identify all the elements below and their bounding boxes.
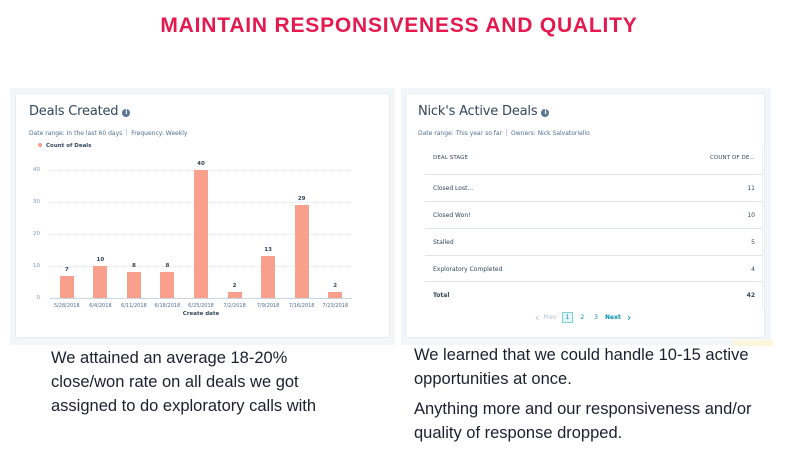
chart-legend[interactable]: Count of Deals	[38, 143, 91, 149]
caption-right-text-2: Anything more and our responsiveness and…	[414, 400, 752, 442]
bar-value-label: 8	[131, 263, 136, 270]
x-axis-tick-label: 7/2/2018	[223, 303, 246, 309]
deal-stage-table: DEAL STAGE COUNT OF DE... Closed Lost...…	[425, 147, 763, 308]
deal-stage-cell: Exploratory Completed	[433, 266, 503, 273]
bar[interactable]	[328, 291, 343, 298]
prev-page-button[interactable]: Prev	[543, 314, 557, 321]
bar[interactable]	[126, 272, 141, 298]
total-label: Total	[433, 292, 450, 299]
bar[interactable]	[93, 266, 108, 298]
deals-created-bar-chart: 0 10 20 30 40 7 5/28/2018 10 6/4/2018 8 6/11/2018 8…	[16, 94, 391, 339]
count-cell: 10	[747, 212, 755, 219]
active-deals-title: Nick's Active Deals i	[418, 104, 550, 119]
bar[interactable]	[294, 205, 309, 298]
frequency-label: Frequency: Weekly	[131, 130, 188, 137]
deals-created-title-text: Deals Created	[29, 104, 119, 119]
owners-label: Owners: Nick Salvatoriello	[511, 130, 590, 137]
x-axis-tick-label: 7/9/2018	[256, 303, 280, 309]
pagination: ‹ Prev 1 2 3 Next ›	[535, 312, 631, 323]
deal-stage-cell: Stalled	[433, 239, 454, 246]
deal-stage-cell: Closed Won!	[433, 212, 471, 219]
x-axis-title: Create date	[182, 311, 220, 317]
highlight-strip	[733, 340, 773, 346]
bar-value-label: 7	[64, 266, 69, 273]
table-total-row: Total 42	[425, 282, 763, 308]
table-border	[762, 147, 763, 308]
table-row: Closed Lost... 11	[425, 175, 763, 202]
caption-left: We attained an average 18-20% close/won …	[51, 346, 351, 418]
bar-value-label: 10	[96, 257, 105, 263]
count-cell: 4	[751, 266, 755, 273]
x-axis-tick-label: 6/18/2018	[154, 303, 181, 309]
page-title: MAINTAIN RESPONSIVENESS AND QUALITY	[160, 14, 638, 37]
y-axis-tick-label: 40	[33, 166, 40, 173]
next-page-button[interactable]: Next	[604, 314, 621, 321]
total-count: 42	[746, 292, 755, 299]
bar-value-label: 2	[232, 282, 237, 289]
count-cell: 11	[747, 185, 755, 192]
meta-separator	[126, 129, 128, 136]
bar-value-label: 13	[264, 247, 272, 254]
column-header-count[interactable]: COUNT OF DE...	[709, 155, 755, 161]
x-axis-tick-label: 7/23/2018	[322, 303, 349, 309]
info-icon[interactable]: i	[122, 109, 131, 117]
deals-created-card: Deals Created i Date range: In the last 6…	[15, 93, 390, 338]
column-header-deal-stage[interactable]: DEAL STAGE	[433, 155, 469, 161]
active-deals-card: Nick's Active Deals i Date range: This ye…	[405, 93, 765, 338]
table-row: Stalled 5	[425, 229, 763, 256]
bar[interactable]	[261, 256, 276, 298]
bar-value-label: 40	[197, 161, 205, 167]
bar[interactable]	[227, 291, 242, 298]
y-axis-tick-label: 20	[33, 230, 40, 237]
bar-value-label: 2	[333, 282, 338, 289]
active-deals-title-text: Nick's Active Deals	[418, 104, 538, 119]
date-range-label: Date range: In the last 60 days	[29, 130, 123, 137]
info-icon[interactable]: i	[541, 109, 550, 117]
table-row: Closed Won! 10	[425, 202, 763, 229]
deal-stage-cell: Closed Lost...	[433, 185, 474, 192]
caption-left-text: We attained an average 18-20% close/won …	[51, 349, 317, 415]
legend-dot-icon	[38, 143, 42, 147]
active-deals-meta: Date range: This year so far Owners: Nick…	[418, 129, 590, 137]
bar[interactable]	[160, 272, 175, 298]
date-range-label: Date range: This year so far	[418, 130, 503, 137]
table-row: Exploratory Completed 4	[425, 256, 763, 282]
y-axis-tick-label: 30	[33, 198, 40, 205]
bar[interactable]	[194, 170, 208, 298]
page-button-1[interactable]: 1	[561, 312, 574, 323]
y-axis-tick-label: 0	[36, 294, 41, 301]
deals-created-title: Deals Created i	[29, 104, 131, 119]
x-axis-tick-label: 7/16/2018	[288, 303, 315, 309]
table-header-row: DEAL STAGE COUNT OF DE...	[425, 147, 763, 175]
page-button-3[interactable]: 3	[594, 314, 598, 321]
count-cell: 5	[751, 239, 755, 246]
caption-right: We learned that we could handle 10-15 ac…	[414, 343, 784, 445]
x-axis-line	[50, 298, 352, 299]
legend-label: Count of Deals	[46, 143, 92, 149]
chevron-right-icon[interactable]: ›	[626, 311, 632, 324]
x-axis-tick-label: 6/11/2018	[121, 303, 147, 309]
bar[interactable]	[59, 275, 74, 298]
y-axis-tick-label: 10	[33, 262, 40, 269]
x-axis-tick-label: 6/4/2018	[89, 303, 112, 309]
meta-separator	[506, 129, 508, 136]
x-axis-tick-label: 5/28/2018	[53, 303, 80, 309]
caption-right-text-1: We learned that we could handle 10-15 ac…	[414, 346, 749, 388]
x-axis-tick-label: 6/25/2018	[188, 303, 214, 309]
page-button-2[interactable]: 2	[580, 314, 585, 321]
bar-value-label: 29	[297, 196, 306, 203]
bar-value-label: 8	[165, 263, 170, 270]
deals-created-meta: Date range: In the last 60 days Frequency…	[29, 129, 187, 137]
chevron-left-icon[interactable]: ‹	[535, 311, 540, 324]
